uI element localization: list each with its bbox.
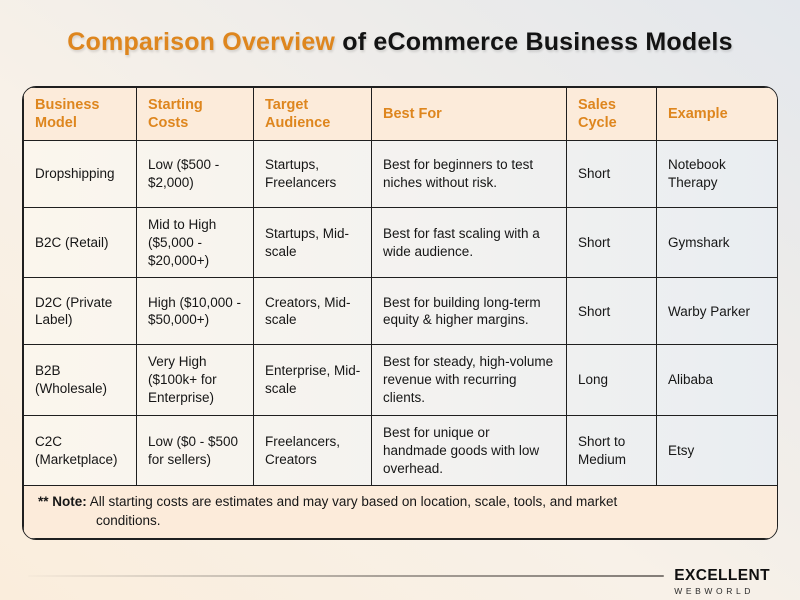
cell-business-model: Dropshipping	[23, 140, 137, 208]
table-row-d2c-private-label: D2C (Private Label) High ($10,000 - $50,…	[23, 277, 777, 346]
cell-sales-cycle: Short	[566, 206, 657, 279]
cell-example: Etsy	[656, 414, 777, 487]
col-header-target-audience: Target Audience	[253, 86, 372, 142]
cell-target-audience: Startups, Freelancers	[253, 140, 372, 208]
business-models-table: Business Model Starting Costs Target Aud…	[23, 86, 777, 540]
cell-best-for: Best for unique or handmade goods with l…	[371, 414, 567, 487]
cell-sales-cycle: Short	[566, 277, 657, 346]
cell-best-for: Best for building long-term equity & hig…	[371, 277, 567, 346]
brand-subtitle: WEBWORLD	[674, 585, 755, 596]
cell-best-for: Best for fast scaling with a wide audien…	[371, 206, 567, 279]
cell-sales-cycle: Short to Medium	[566, 414, 657, 487]
cell-starting-costs: High ($10,000 - $50,000+)	[136, 277, 254, 346]
note-text: All starting costs are estimates and may…	[89, 494, 618, 529]
cell-business-model: B2C (Retail)	[23, 206, 137, 279]
page-title-rest: of eCommerce Business Models	[342, 28, 733, 56]
cell-starting-costs: Mid to High ($5,000 - $20,000+)	[136, 206, 254, 279]
cell-example: Gymshark	[656, 206, 777, 279]
cell-starting-costs: Low ($500 - $2,000)	[136, 140, 254, 208]
table-row-b2c-retail: B2C (Retail) Mid to High ($5,000 - $20,0…	[23, 206, 777, 279]
cell-business-model: D2C (Private Label)	[23, 277, 137, 346]
cell-target-audience: Creators, Mid-scale	[253, 277, 372, 346]
page-title: Comparison Overview of eCommerce Busines…	[0, 0, 800, 57]
col-header-sales-cycle: Sales Cycle	[566, 86, 657, 142]
table-row-dropshipping: Dropshipping Low ($500 - $2,000) Startup…	[23, 140, 777, 208]
table-note-row: ** Note: All starting costs are estimate…	[23, 485, 777, 540]
page-title-highlight: Comparison Overview	[67, 28, 336, 56]
cell-best-for: Best for beginners to test niches withou…	[371, 140, 567, 208]
note-prefix: ** Note:	[38, 494, 87, 510]
cell-example: Warby Parker	[656, 277, 777, 346]
col-header-business-model: Business Model	[23, 86, 137, 142]
note-text-block: ** Note: All starting costs are estimate…	[38, 493, 678, 531]
cell-target-audience: Startups, Mid-scale	[253, 206, 372, 279]
cell-starting-costs: Low ($0 - $500 for sellers)	[136, 414, 254, 487]
col-header-best-for: Best For	[371, 86, 567, 142]
cell-business-model: C2C (Marketplace)	[23, 414, 137, 487]
table-row-c2c-marketplace: C2C (Marketplace) Low ($0 - $500 for sel…	[23, 414, 777, 487]
cell-starting-costs: Very High ($100k+ for Enterprise)	[136, 344, 254, 416]
col-header-starting-costs: Starting Costs	[136, 86, 254, 142]
cell-target-audience: Enterprise, Mid-scale	[253, 344, 372, 416]
col-header-example: Example	[656, 86, 777, 142]
table-row-b2b-wholesale: B2B (Wholesale) Very High ($100k+ for En…	[23, 344, 777, 416]
cell-sales-cycle: Long	[566, 344, 657, 416]
comparison-table: Business Model Starting Costs Target Aud…	[22, 85, 778, 541]
table-header-row: Business Model Starting Costs Target Aud…	[23, 86, 777, 142]
cell-business-model: B2B (Wholesale)	[23, 344, 137, 416]
cell-best-for: Best for steady, high-volume revenue wit…	[371, 344, 567, 416]
page-footer: EXCELLENT WEBWORLD	[0, 568, 800, 595]
brand-logo: EXCELLENT WEBWORLD	[674, 568, 770, 595]
footer-divider	[28, 575, 665, 578]
cell-sales-cycle: Short	[566, 140, 657, 208]
cell-example: Notebook Therapy	[656, 140, 777, 208]
cell-example: Alibaba	[656, 344, 777, 416]
cell-target-audience: Freelancers, Creators	[253, 414, 372, 487]
brand-name: EXCELLENT	[674, 567, 770, 585]
note-cell: ** Note: All starting costs are estimate…	[23, 485, 777, 540]
